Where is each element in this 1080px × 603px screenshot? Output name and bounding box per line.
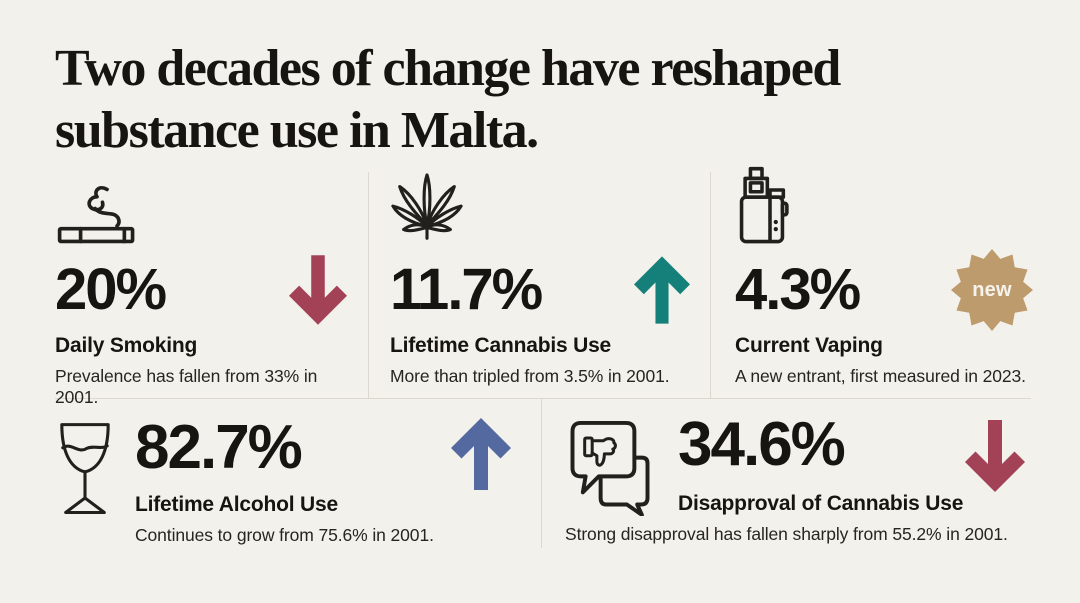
stat-value: 34.6% (678, 410, 846, 479)
stat-value-row: 4.3% new (735, 249, 1033, 331)
page-title: Two decades of change have reshaped subs… (55, 38, 975, 163)
stat-value: 4.3% (735, 257, 861, 322)
down-arrow-icon (965, 420, 1025, 492)
stat-label: Daily Smoking (55, 334, 198, 357)
starburst-icon (951, 249, 1033, 331)
stat-lifetime-alcohol: 82.7% Lifetime Alcohol Use Continues to … (55, 415, 541, 565)
down-arrow-icon (289, 255, 347, 325)
badge-label: new (972, 278, 1012, 301)
vertical-divider-2 (710, 172, 711, 398)
up-arrow-icon (451, 418, 511, 490)
stat-value: 11.7% (390, 257, 543, 322)
stat-daily-smoking: 20% Daily Smoking Prevalence has fallen … (55, 170, 347, 408)
cannabis-leaf-icon (390, 170, 690, 246)
cigarette-icon (55, 170, 347, 246)
stat-label: Lifetime Alcohol Use (135, 493, 338, 516)
stat-current-vaping: 4.3% new Current Vaping A new entrant, f… (735, 166, 1033, 387)
vertical-divider-1 (368, 172, 369, 398)
vape-device-icon (735, 166, 1033, 246)
stat-cannabis-disapproval: 34.6% Disapproval of Cannabis Use Strong… (565, 412, 1031, 562)
stat-description: Strong disapproval has fallen sharply fr… (565, 524, 1008, 544)
stat-description: A new entrant, first measured in 2023. (735, 366, 1026, 386)
stat-description: More than tripled from 3.5% in 2001. (390, 366, 670, 386)
speech-bubbles-thumbs-down-icon (565, 418, 655, 516)
vertical-divider-3 (541, 398, 542, 548)
stat-label: Disapproval of Cannabis Use (678, 492, 964, 515)
up-arrow-icon (634, 256, 690, 324)
stat-value: 82.7% (135, 413, 303, 482)
horizontal-divider (55, 398, 1031, 399)
stat-value: 20% (55, 257, 167, 322)
stat-value-row: 11.7% (390, 254, 690, 326)
new-badge: new (951, 249, 1033, 331)
stat-description: Continues to grow from 75.6% in 2001. (135, 525, 434, 545)
stat-value-row: 20% (55, 254, 347, 326)
stat-label: Current Vaping (735, 334, 883, 357)
stat-label: Lifetime Cannabis Use (390, 334, 612, 357)
title-line-1: Two decades of change have reshaped (55, 40, 841, 97)
stat-lifetime-cannabis: 11.7% Lifetime Cannabis Use More than tr… (390, 170, 690, 387)
title-line-2: substance use in Malta. (55, 102, 539, 160)
stat-description: Prevalence has fallen from 33% in 2001. (55, 366, 318, 407)
wine-glass-icon (57, 421, 113, 519)
